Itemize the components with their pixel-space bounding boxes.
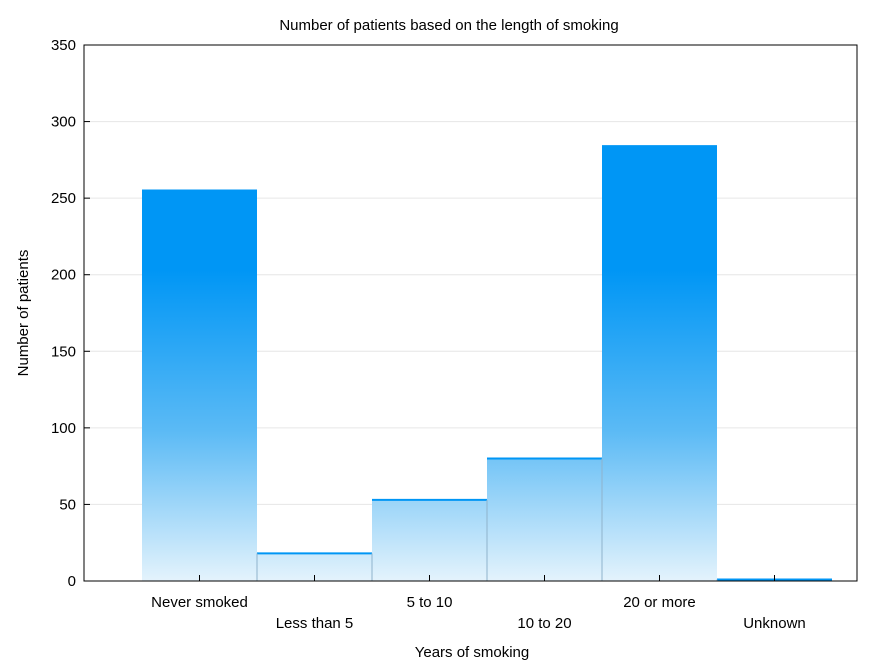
bar xyxy=(372,499,487,581)
y-tick-label: 150 xyxy=(51,343,76,360)
y-tick-label: 0 xyxy=(68,573,76,590)
y-tick-label: 200 xyxy=(51,267,76,284)
y-tick-label: 300 xyxy=(51,114,76,131)
x-tick-label: Never smoked xyxy=(151,594,248,611)
axes xyxy=(83,44,858,582)
chart-title: Number of patients based on the length o… xyxy=(279,17,618,34)
x-axis-title: Years of smoking xyxy=(415,644,530,661)
y-tick-label: 100 xyxy=(51,420,76,437)
y-tick-labels: 0 50 100 150 200 250 300 350 xyxy=(51,37,76,590)
bar xyxy=(142,190,257,581)
y-axis-title: Number of patients xyxy=(15,250,32,377)
bar xyxy=(602,146,717,581)
x-tick-label: Unknown xyxy=(743,615,806,632)
x-tick-label: 20 or more xyxy=(623,594,696,611)
x-tick-label: Less than 5 xyxy=(276,615,354,632)
bars xyxy=(142,145,832,581)
plot-frame xyxy=(83,44,858,582)
y-tick-label: 350 xyxy=(51,37,76,54)
y-tick-label: 250 xyxy=(51,190,76,207)
x-tick-labels: Never smoked Less than 5 5 to 10 10 to 20 20… xyxy=(151,594,806,632)
y-tick-label: 50 xyxy=(59,496,76,513)
x-tick-label: 5 to 10 xyxy=(407,594,453,611)
bar xyxy=(487,458,602,581)
x-tick-label: 10 to 20 xyxy=(517,615,571,632)
